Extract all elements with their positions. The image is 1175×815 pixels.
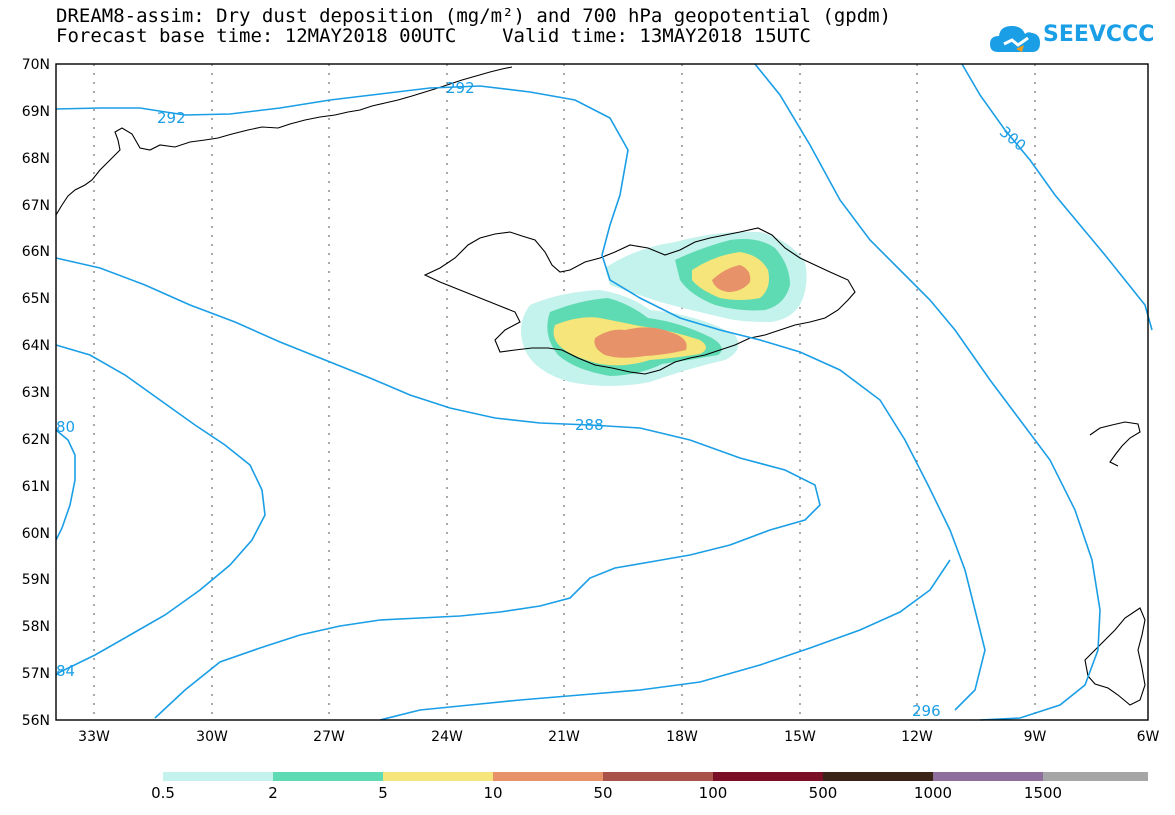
dust-area-10-west	[594, 327, 687, 358]
lat-label-58n: 58N	[22, 619, 50, 635]
lon-label-12w: 12W	[901, 729, 933, 745]
chart-title-line2: Forecast base time: 12MAY2018 00UTC Vali…	[56, 25, 811, 47]
lat-label-68n: 68N	[22, 151, 50, 167]
contour-284	[55, 344, 266, 676]
legend-swatch-2	[383, 772, 493, 781]
lat-label-69n: 69N	[22, 104, 50, 120]
greenland-coast	[55, 66, 513, 216]
contour-300	[754, 63, 1101, 721]
legend-label-2: 2	[268, 784, 278, 802]
lat-label-56n: 56N	[22, 713, 50, 729]
lat-label-70n: 70N	[22, 57, 50, 73]
map-frame	[55, 63, 1149, 721]
contour-label-280: 80	[56, 418, 75, 436]
lat-label-65n: 65N	[22, 291, 50, 307]
contour-288	[55, 257, 821, 719]
cloud-icon	[990, 26, 1040, 52]
color-legend: 0.5 2 5 10 50 100 500 1000 1500	[151, 772, 1148, 802]
lat-label-67n: 67N	[22, 198, 50, 214]
lat-label-60n: 60N	[22, 526, 50, 542]
scotland-coast	[1084, 607, 1146, 706]
legend-label-10: 10	[483, 784, 502, 802]
legend-swatch-0	[163, 772, 273, 781]
coastlines	[55, 66, 1146, 706]
legend-swatch-3	[493, 772, 603, 781]
legend-swatch-5	[713, 772, 823, 781]
legend-label-50: 50	[593, 784, 612, 802]
legend-swatch-1	[273, 772, 383, 781]
latitude-labels: 70N 69N 68N 67N 66N 65N 64N 63N 62N 61N …	[22, 57, 50, 729]
lon-label-6w: 6W	[1137, 729, 1160, 745]
lon-label-33w: 33W	[78, 729, 110, 745]
contour-300-east	[961, 63, 1153, 331]
contour-label-292-west: 292	[157, 109, 186, 127]
legend-label-5: 5	[378, 784, 388, 802]
lat-label-64n: 64N	[22, 338, 50, 354]
lon-label-21w: 21W	[548, 729, 580, 745]
legend-label-500: 500	[809, 784, 838, 802]
legend-label-1000: 1000	[914, 784, 952, 802]
iceland-coast	[423, 227, 856, 375]
lat-label-59n: 59N	[22, 572, 50, 588]
lat-label-61n: 61N	[22, 479, 50, 495]
legend-label-100: 100	[699, 784, 728, 802]
lon-label-15w: 15W	[784, 729, 816, 745]
geopotential-contours	[55, 63, 1153, 721]
lon-label-30w: 30W	[196, 729, 228, 745]
contour-292-north	[55, 85, 986, 711]
dust-deposition-shading	[521, 231, 807, 386]
chart-title-line1: DREAM8-assim: Dry dust deposition (mg/m²…	[56, 5, 892, 27]
contour-label-300: 300	[996, 123, 1030, 155]
faroe-islands-coast	[1089, 421, 1141, 467]
contour-296-south	[379, 559, 951, 721]
contour-label-288: 288	[575, 416, 604, 434]
longitude-labels: 33W 30W 27W 24W 21W 18W 15W 12W 9W 6W	[78, 729, 1159, 745]
legend-swatch-4	[603, 772, 713, 781]
contour-label-296: 296	[912, 702, 941, 720]
contour-labels: 292 292 300 288 80 84 296	[56, 79, 1029, 720]
dust-area-10-east	[712, 265, 751, 292]
legend-label-1500: 1500	[1024, 784, 1062, 802]
lon-label-27w: 27W	[313, 729, 345, 745]
contour-280	[55, 429, 76, 541]
lat-label-63n: 63N	[22, 385, 50, 401]
legend-swatch-6	[823, 772, 933, 781]
legend-swatch-7	[933, 772, 1043, 781]
legend-label-0-5: 0.5	[151, 784, 175, 802]
contour-label-284: 84	[56, 662, 75, 680]
legend-swatch-8	[1043, 772, 1148, 781]
contour-label-292-north: 292	[446, 79, 475, 97]
grid-lines	[93, 64, 1036, 720]
lon-label-24w: 24W	[431, 729, 463, 745]
lon-label-18w: 18W	[666, 729, 698, 745]
lat-label-62n: 62N	[22, 432, 50, 448]
lon-label-9w: 9W	[1024, 729, 1047, 745]
lat-label-57n: 57N	[22, 666, 50, 682]
logo-text: SEEVCCC	[1043, 22, 1155, 47]
lat-label-66n: 66N	[22, 244, 50, 260]
